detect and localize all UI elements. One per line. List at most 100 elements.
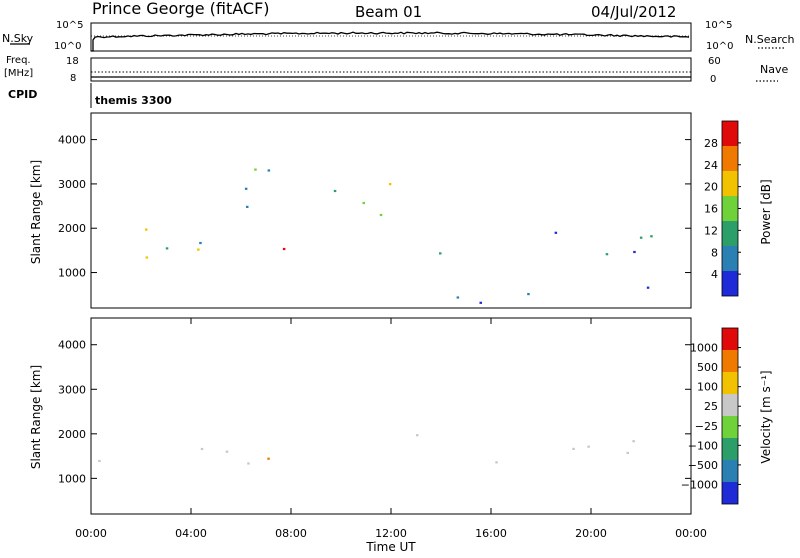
xtick-label: 00:00 — [75, 527, 107, 540]
colorbar-swatch — [722, 394, 738, 416]
data-cell — [246, 205, 249, 208]
data-cell — [165, 247, 169, 250]
data-cell — [439, 252, 442, 255]
xtick-label: 08:00 — [275, 527, 307, 540]
data-cell — [379, 213, 383, 217]
xtick-label: 20:00 — [575, 527, 607, 540]
data-cell — [362, 201, 365, 205]
data-cell — [388, 183, 392, 186]
colorbar-tick-label: −1000 — [681, 478, 718, 491]
xtick-label: 12:00 — [375, 527, 407, 540]
noise-tick-hi-left: 10^5 — [56, 20, 83, 31]
station-title: Prince George (fitACF) — [92, 0, 270, 18]
data-cell — [200, 447, 204, 451]
noise-tick-hi-right: 10^5 — [705, 20, 732, 31]
data-cell — [632, 440, 635, 443]
data-cell — [267, 457, 270, 460]
ytick-label: 2000 — [58, 428, 86, 441]
freq-unit: [MHz] — [4, 68, 33, 79]
velocity-yaxis: 1000 2000 3000 4000 — [58, 339, 691, 485]
colorbar-tick-label: 20 — [704, 181, 718, 194]
velocity-colorbar: 1000 500 100 25 −25 −100 −500 −1000 — [681, 327, 741, 505]
cpid-value: themis 3300 — [95, 94, 172, 107]
noise-sky-trace — [91, 31, 690, 52]
power-colorbar: 4 8 12 16 20 24 28 — [704, 120, 741, 297]
colorbar-frame — [721, 327, 739, 505]
colorbar-swatch — [722, 171, 738, 196]
date-title: 04/Jul/2012 — [591, 3, 676, 21]
colorbar-swatch — [722, 246, 738, 271]
power-yaxis: 1000 2000 3000 4000 — [58, 134, 691, 280]
ytick-label: 3000 — [58, 383, 86, 396]
colorbar-tick-label: 100 — [697, 381, 718, 394]
freq-tick-hi: 18 — [66, 56, 79, 67]
noise-tick-lo-right: 10^0 — [706, 41, 733, 52]
nsearch-label: N.Search — [745, 33, 795, 46]
data-cell — [282, 247, 286, 251]
power-cbar-label: Power [dB] — [759, 179, 773, 244]
colorbar-swatch — [722, 221, 738, 246]
data-cell — [646, 286, 650, 289]
colorbar-swatch — [722, 438, 738, 460]
colorbar-swatch — [722, 121, 738, 146]
colorbar-tick-label: 1000 — [690, 342, 718, 355]
colorbar-tick-label: 16 — [704, 203, 718, 216]
nsky-label: N.Sky — [2, 32, 34, 45]
ytick-label: 4000 — [58, 339, 86, 352]
data-cell — [225, 450, 229, 453]
colorbar-tick-label: −25 — [695, 420, 718, 433]
colorbar-swatch — [722, 416, 738, 438]
data-cell — [199, 241, 202, 245]
colorbar-tick-label: 500 — [697, 361, 718, 374]
colorbar-swatch — [722, 372, 738, 394]
data-cell — [554, 231, 558, 234]
colorbar-swatch — [722, 271, 738, 296]
power-ylabel: Slant Range [km] — [29, 160, 43, 264]
colorbar-tick-label: 28 — [704, 137, 718, 150]
ytick-label: 1000 — [58, 472, 86, 485]
data-cell — [416, 434, 419, 437]
freq-panel-frame — [90, 57, 692, 82]
data-cell — [605, 253, 609, 256]
ytick-label: 1000 — [58, 267, 86, 280]
data-cell — [587, 445, 590, 448]
data-cell — [633, 250, 636, 254]
colorbar-tick-label: −500 — [688, 459, 718, 472]
colorbar-swatch — [722, 460, 738, 482]
ytick-label: 4000 — [58, 134, 86, 147]
colorbar-tick-label: 12 — [704, 224, 718, 237]
data-cell — [527, 293, 530, 296]
data-cell — [572, 447, 575, 450]
data-cell — [456, 296, 460, 299]
nave-tick-lo: 0 — [710, 74, 716, 85]
nave-tick-hi: 60 — [708, 56, 721, 67]
velocity-cells — [98, 434, 635, 465]
freq-tick-lo: 8 — [70, 73, 76, 84]
data-cell — [333, 189, 337, 193]
colorbar-tick-label: 8 — [711, 246, 718, 259]
power-panel-bg — [91, 113, 691, 308]
velocity-ylabel: Slant Range [km] — [29, 365, 43, 469]
cpid-label: CPID — [8, 88, 37, 101]
data-cell — [145, 228, 148, 231]
data-cell — [639, 236, 643, 239]
data-cell — [244, 187, 248, 190]
data-cell — [626, 451, 629, 454]
colorbar-swatch — [722, 146, 738, 171]
data-cell — [145, 256, 149, 259]
data-cell — [197, 248, 200, 251]
data-cell — [495, 461, 498, 464]
colorbar-swatch — [722, 196, 738, 221]
xtick-label: 00:00 — [675, 527, 707, 540]
power-cells — [145, 168, 653, 304]
ytick-label: 3000 — [58, 178, 86, 191]
xtick-label: 04:00 — [175, 527, 207, 540]
xtick-label: 16:00 — [475, 527, 507, 540]
data-cell — [267, 169, 271, 172]
freq-label: Freq. — [6, 55, 31, 66]
colorbar-tick-label: 4 — [711, 268, 718, 281]
ytick-label: 2000 — [58, 222, 86, 235]
noise-panel-frame — [90, 22, 692, 52]
